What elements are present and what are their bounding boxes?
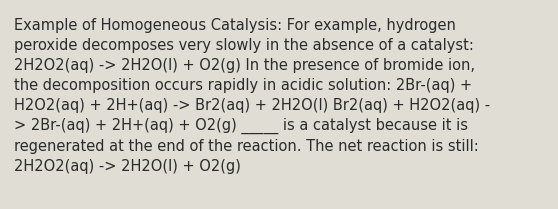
Text: Example of Homogeneous Catalysis: For example, hydrogen
peroxide decomposes very: Example of Homogeneous Catalysis: For ex… — [14, 18, 490, 175]
